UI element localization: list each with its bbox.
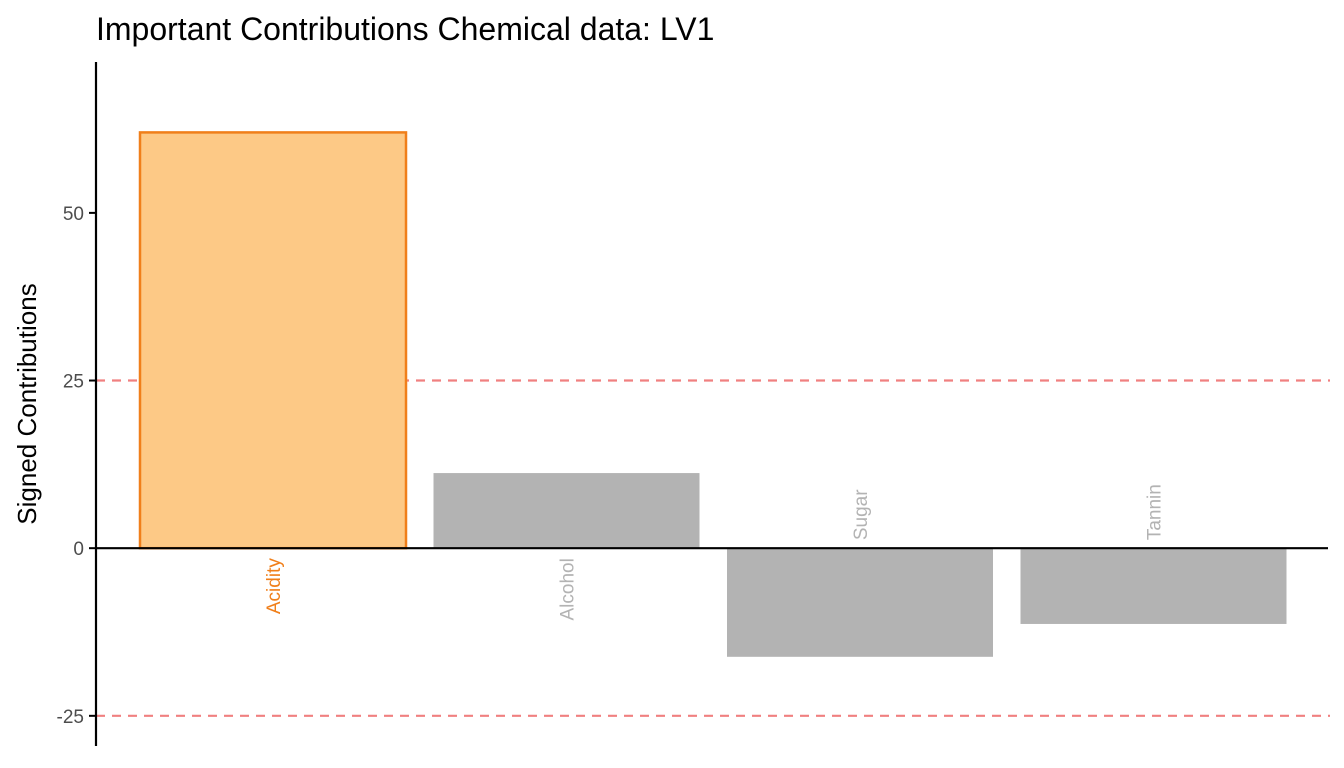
- y-tick-label: 50: [63, 204, 84, 225]
- axes: [94, 62, 1328, 746]
- bar-label-tannin: Tannin: [1145, 484, 1166, 540]
- y-tick-label: 0: [73, 539, 84, 560]
- y-tick-label: 25: [63, 372, 84, 393]
- y-axis-label: Signed Contributions: [12, 283, 42, 524]
- bar-labels: Acidity Alcohol Sugar Tannin: [264, 484, 1166, 620]
- bars: [138, 131, 1287, 657]
- bar-tannin: [1020, 548, 1287, 624]
- y-ticks: -25 0 25 50: [57, 204, 96, 728]
- bar-alcohol: [433, 473, 700, 549]
- bar-label-alcohol: Alcohol: [558, 558, 579, 620]
- bar-label-sugar: Sugar: [851, 489, 872, 540]
- y-tick-label: -25: [57, 707, 84, 728]
- bar-acidity: [138, 131, 408, 550]
- threshold-lines: [96, 379, 1330, 717]
- bar-sugar: [727, 548, 993, 657]
- bar-label-acidity: Acidity: [264, 558, 285, 614]
- chart-title: Important Contributions Chemical data: L…: [96, 11, 714, 47]
